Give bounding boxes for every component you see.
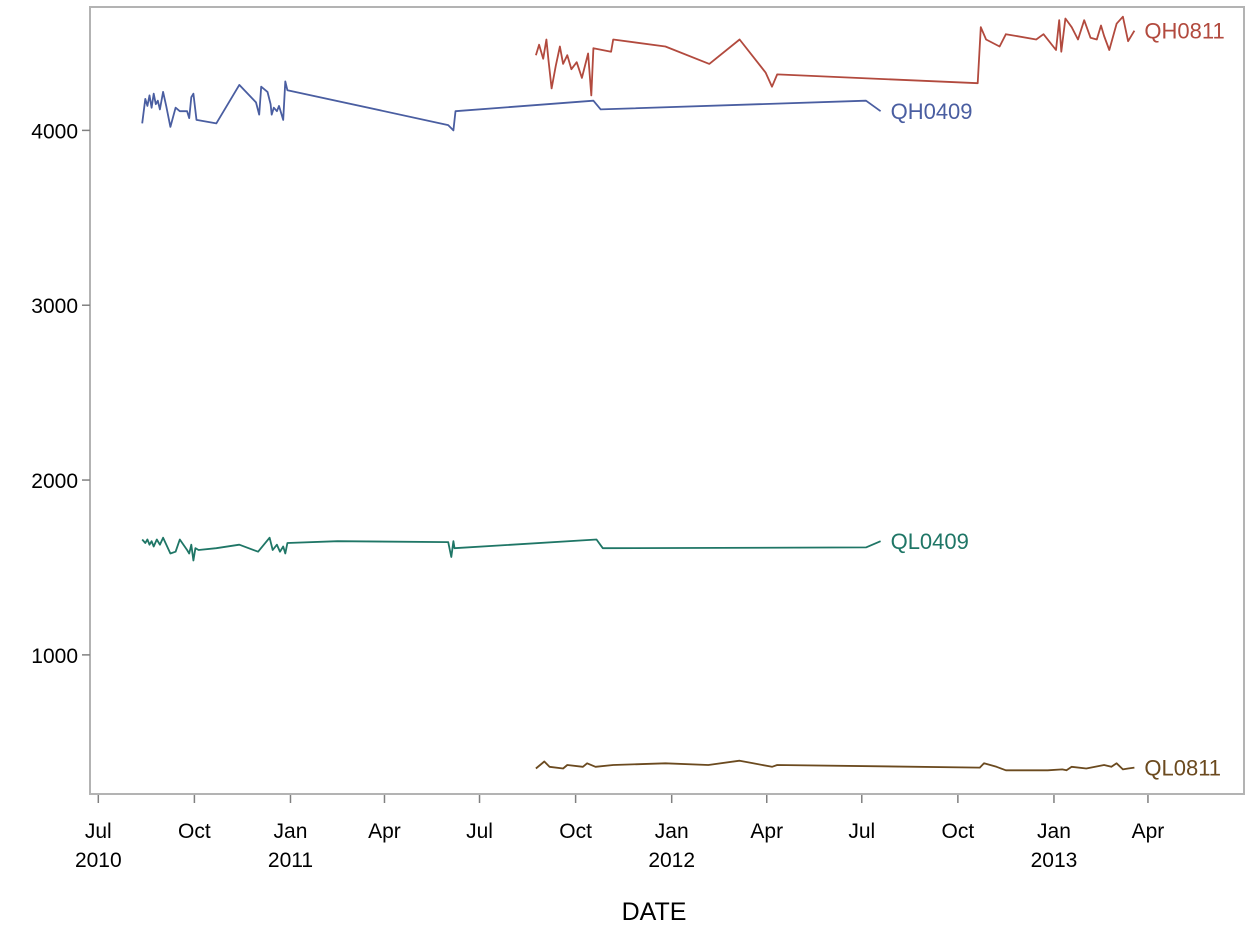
- y-axis: 1000 2000 3000 4000: [31, 120, 90, 668]
- x-tick-label: Oct: [942, 820, 975, 843]
- y-tick-label: 1000: [31, 645, 78, 668]
- x-tick-label: Apr: [368, 820, 401, 843]
- x-tick-label: Oct: [559, 820, 592, 843]
- y-tick-label: 2000: [31, 470, 78, 493]
- y-tick-label: 4000: [31, 120, 78, 143]
- series-label-qh0811: QH0811: [1144, 19, 1224, 44]
- x-tick-year-label: 2012: [648, 849, 695, 872]
- series-label-qh0409: QH0409: [891, 99, 973, 124]
- series-line-ql0409: [141, 536, 881, 562]
- series-lines: [141, 15, 1136, 772]
- series-label-ql0409: QL0409: [891, 529, 969, 554]
- plot-frame: [89, 6, 1245, 795]
- series-line-qh0409: [141, 80, 882, 132]
- series-label-ql0811: QL0811: [1144, 756, 1221, 781]
- series-line-qh0811: [535, 15, 1136, 97]
- x-tick-label: Jan: [655, 820, 689, 843]
- x-tick-label: Jan: [274, 820, 308, 843]
- x-tick-label: Jul: [85, 820, 112, 843]
- x-tick-year-label: 2010: [75, 849, 122, 872]
- x-tick-label: Oct: [178, 820, 211, 843]
- x-tick-label: Jul: [466, 820, 493, 843]
- x-tick-year-label: 2013: [1031, 849, 1078, 872]
- x-tick-label: Apr: [1132, 820, 1165, 843]
- series-line-ql0811: [535, 759, 1135, 772]
- x-tick-label: Apr: [750, 820, 783, 843]
- x-axis: Jul 2010 Oct Jan 2011 Apr Jul Oct Jan 2012 Apr Jul O…: [75, 795, 1164, 872]
- x-tick-label: Jul: [848, 820, 875, 843]
- y-tick-label: 3000: [31, 295, 78, 318]
- series-labels: QH0409 QH0811 QL0409 QL0811: [891, 19, 1225, 781]
- x-axis-title: DATE: [622, 898, 687, 926]
- x-tick-label: Jan: [1037, 820, 1071, 843]
- x-tick-year-label: 2011: [268, 849, 313, 872]
